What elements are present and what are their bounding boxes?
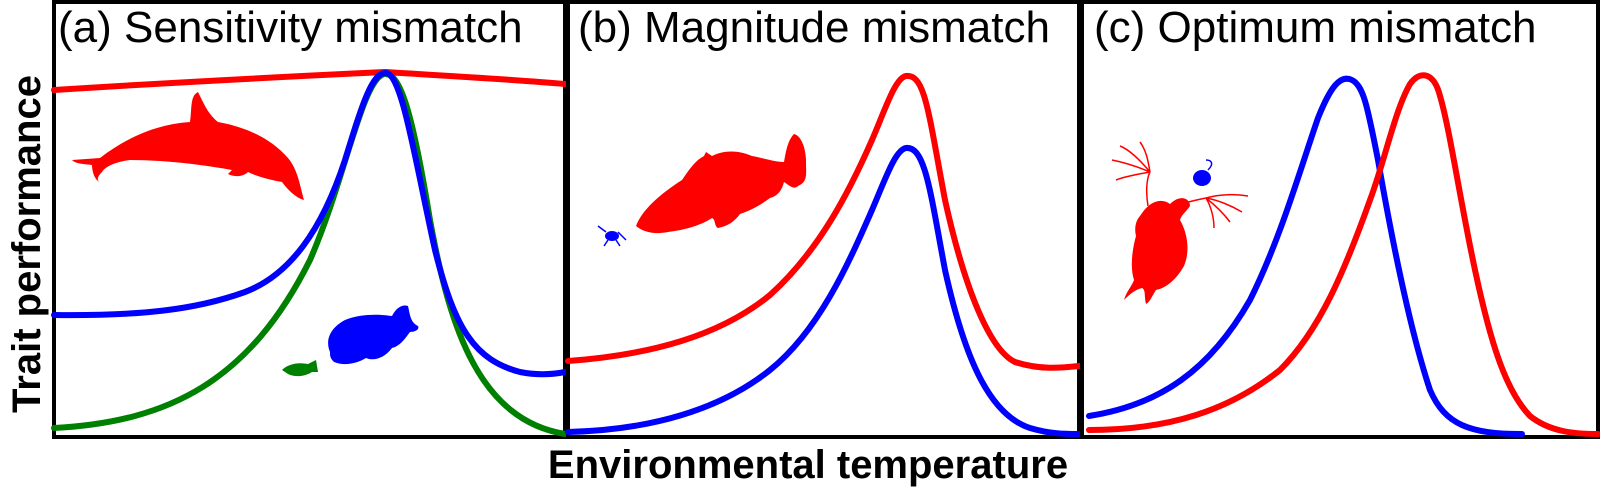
panel-c-frame — [1080, 0, 1600, 439]
panel-a-blue-curve — [51, 70, 568, 378]
panel-a-title: (a) Sensitivity mismatch — [58, 3, 523, 52]
x-axis-label: Environmental temperature — [548, 443, 1068, 487]
panel-b: (b) Magnitude mismatch — [565, 0, 1082, 439]
zooplankton-icon — [1111, 141, 1249, 304]
panel-b-title: (b) Magnitude mismatch — [578, 3, 1050, 52]
panel-b-red-curve — [565, 72, 1082, 371]
copepod-icon — [597, 225, 627, 247]
algae-cell-icon — [1193, 159, 1213, 186]
y-axis-label: Trait performance — [5, 75, 49, 413]
panel-a: (a) Sensitivity mismatch — [51, 0, 568, 439]
panel-c: (c) Optimum mismatch — [1080, 0, 1600, 439]
small-fish-icon — [282, 360, 318, 377]
panel-a-frame — [52, 0, 567, 439]
panel-a-red-curve — [51, 69, 568, 93]
dolphin-icon — [72, 92, 304, 200]
panel-b-blue-curve — [565, 145, 1082, 437]
large-fish-icon — [328, 305, 419, 365]
panel-a-green-curve — [51, 71, 568, 437]
panel-c-red-curve — [1086, 72, 1600, 437]
panel-c-blue-curve — [1086, 75, 1525, 437]
panel-b-frame — [566, 0, 1081, 439]
grouper-icon — [636, 134, 807, 234]
panel-c-title: (c) Optimum mismatch — [1094, 3, 1536, 52]
